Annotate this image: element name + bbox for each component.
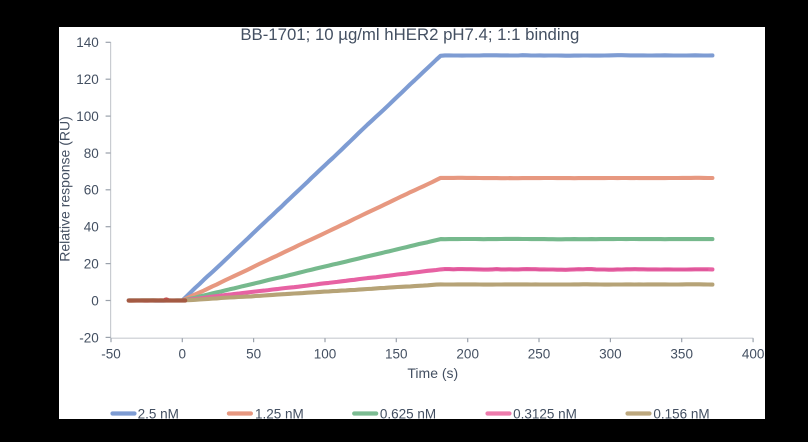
svg-text:BB-1701; 10 µg/ml hHER2 pH7.4;: BB-1701; 10 µg/ml hHER2 pH7.4; 1:1 bindi… xyxy=(240,25,579,44)
svg-text:150: 150 xyxy=(385,347,408,362)
svg-text:60: 60 xyxy=(84,183,99,198)
svg-text:0.156 nM: 0.156 nM xyxy=(653,407,709,422)
svg-text:0: 0 xyxy=(91,293,99,308)
svg-text:-50: -50 xyxy=(101,347,121,362)
svg-text:350: 350 xyxy=(670,347,693,362)
svg-text:-20: -20 xyxy=(79,330,99,345)
svg-text:0.3125 nM: 0.3125 nM xyxy=(513,407,577,422)
svg-text:80: 80 xyxy=(84,146,99,161)
svg-text:0: 0 xyxy=(179,347,187,362)
svg-text:140: 140 xyxy=(76,35,99,50)
svg-text:120: 120 xyxy=(76,72,99,87)
svg-text:Relative response (RU): Relative response (RU) xyxy=(56,116,72,262)
svg-text:250: 250 xyxy=(528,347,551,362)
svg-text:2.5 nM: 2.5 nM xyxy=(138,407,179,422)
svg-text:100: 100 xyxy=(314,347,337,362)
svg-text:40: 40 xyxy=(84,220,99,235)
svg-text:Time (s): Time (s) xyxy=(407,365,458,381)
svg-text:200: 200 xyxy=(456,347,479,362)
svg-text:100: 100 xyxy=(76,109,99,124)
svg-text:300: 300 xyxy=(599,347,622,362)
svg-text:0.625 nM: 0.625 nM xyxy=(380,407,436,422)
svg-text:50: 50 xyxy=(246,347,261,362)
svg-text:1.25 nM: 1.25 nM xyxy=(255,407,304,422)
svg-text:20: 20 xyxy=(84,257,99,272)
svg-text:400: 400 xyxy=(742,347,765,362)
